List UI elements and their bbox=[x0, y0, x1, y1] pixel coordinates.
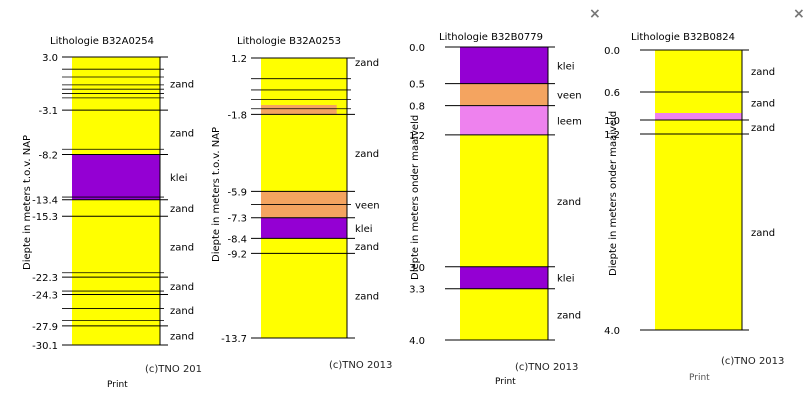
lithology-label: zand bbox=[355, 149, 379, 160]
layer-klei bbox=[460, 47, 548, 84]
lithology-label: veen bbox=[355, 201, 380, 212]
depth-label: 3.3 bbox=[409, 285, 425, 296]
layer-zand bbox=[72, 199, 160, 217]
panel-title: Lithologie B32B0824 bbox=[631, 32, 735, 43]
depth-label: -8.2 bbox=[38, 150, 58, 161]
layer-zand bbox=[655, 134, 742, 330]
layer-zand bbox=[261, 114, 347, 192]
borehole-column: 3.0 -3.1 -8.2 -13.4 -15.3 -22.3 -24.3 -27.9 -30.… bbox=[32, 53, 194, 352]
depth-label: 3.0 bbox=[409, 263, 425, 274]
borehole-panel-1: Lithologie B32A0254 Diepte in meters t.o… bbox=[0, 0, 205, 393]
lithology-label: zand bbox=[355, 242, 379, 253]
lithology-label: klei bbox=[557, 61, 575, 72]
depth-label: 4.0 bbox=[409, 336, 425, 347]
copyright-text: (c)TNO 201 bbox=[145, 364, 203, 375]
depth-label: 0.0 bbox=[409, 43, 425, 54]
lithology-label: zand bbox=[751, 99, 775, 110]
lithology-label: zand bbox=[751, 123, 775, 134]
layer-zand bbox=[655, 120, 742, 134]
layer-zand bbox=[72, 277, 160, 295]
depth-label: 1.2 bbox=[604, 130, 620, 141]
layer-zand bbox=[72, 325, 160, 345]
depth-label: -8.4 bbox=[227, 234, 247, 245]
lithology-label: klei bbox=[355, 224, 373, 235]
layer-leem bbox=[655, 113, 742, 120]
depth-label: 1.0 bbox=[604, 116, 620, 127]
lithology-label: zand bbox=[557, 197, 581, 208]
lithology-label: leem bbox=[557, 116, 582, 127]
depth-label: -5.9 bbox=[227, 187, 247, 198]
borehole-column: 1.2 -1.8 -5.9 -7.3 -8.4 -9.2 -13.7 zand veen klei… bbox=[221, 54, 380, 345]
lithology-label: zand bbox=[170, 306, 194, 317]
layer-patch-veen bbox=[261, 104, 337, 115]
lithology-label: zand bbox=[751, 228, 775, 239]
depth-label: 3.0 bbox=[42, 53, 58, 64]
layer-veen bbox=[460, 83, 548, 106]
depth-label: -1.8 bbox=[227, 110, 247, 121]
lithology-label: veen bbox=[557, 91, 582, 102]
close-icon[interactable]: × bbox=[589, 6, 601, 22]
borehole-panel-4: × Lithologie B32B0824 Diepte in meters o… bbox=[604, 0, 808, 393]
lithology-label: zand bbox=[170, 243, 194, 254]
depth-label: -30.1 bbox=[32, 341, 58, 352]
depth-label: 1.2 bbox=[231, 54, 247, 65]
depth-label: -27.9 bbox=[32, 322, 58, 333]
lithology-label: zand bbox=[751, 67, 775, 78]
depth-label: 0.6 bbox=[604, 88, 620, 99]
depth-label: 0.5 bbox=[409, 80, 425, 91]
borehole-column: 0.0 0.5 0.8 1.2 3.0 3.3 4.0 klei veen leem zand kle… bbox=[409, 43, 582, 347]
layer-zand bbox=[72, 216, 160, 278]
panel-title: Lithologie B32B0779 bbox=[439, 32, 543, 43]
lithology-label: zand bbox=[355, 58, 379, 69]
lithology-label: zand bbox=[170, 80, 194, 91]
layer-zand bbox=[72, 57, 160, 111]
copyright-text: (c)TNO 2013 bbox=[721, 356, 785, 367]
close-icon[interactable]: × bbox=[793, 6, 805, 22]
lithology-label: zand bbox=[355, 292, 379, 303]
layer-zand bbox=[261, 238, 347, 254]
borehole-panel-2: Lithologie B32A0253 Diepte in meters t.o… bbox=[205, 0, 405, 393]
layer-zand bbox=[655, 50, 742, 92]
borehole-column: 0.0 0.6 1.0 1.2 4.0 zand zand zand zand bbox=[604, 46, 775, 337]
depth-label: -13.4 bbox=[32, 196, 58, 207]
lithology-label: klei bbox=[557, 274, 575, 285]
depth-label: 4.0 bbox=[604, 326, 620, 337]
print-link[interactable]: Print bbox=[495, 377, 516, 387]
lithology-label: klei bbox=[170, 173, 188, 184]
lithology-label: zand bbox=[557, 310, 581, 321]
depth-label: 0.0 bbox=[604, 46, 620, 57]
print-link[interactable]: Print bbox=[107, 380, 128, 390]
lithology-label: zand bbox=[170, 331, 194, 342]
layer-leem bbox=[460, 105, 548, 135]
layer-zand bbox=[72, 294, 160, 326]
panel-title: Lithologie B32A0253 bbox=[237, 36, 341, 47]
depth-label: 0.8 bbox=[409, 102, 425, 113]
depth-label: -22.3 bbox=[32, 273, 58, 284]
depth-label: -24.3 bbox=[32, 291, 58, 302]
copyright-text: (c)TNO 2013 bbox=[515, 362, 579, 373]
print-link[interactable]: Print bbox=[689, 373, 710, 383]
depth-label: -13.7 bbox=[221, 334, 247, 345]
depth-label: 1.2 bbox=[409, 131, 425, 142]
lithology-label: zand bbox=[170, 204, 194, 215]
lithology-label: zand bbox=[170, 128, 194, 139]
layer-klei bbox=[261, 217, 347, 239]
layer-zand bbox=[460, 134, 548, 267]
layer-zand bbox=[72, 110, 160, 155]
depth-label: -9.2 bbox=[227, 249, 247, 260]
copyright-text: (c)TNO 2013 bbox=[329, 360, 393, 371]
layer-klei bbox=[72, 154, 160, 200]
lithology-label: zand bbox=[170, 282, 194, 293]
depth-label: -15.3 bbox=[32, 212, 58, 223]
panel-title: Lithologie B32A0254 bbox=[50, 36, 154, 47]
depth-label: -7.3 bbox=[227, 214, 247, 225]
layer-zand bbox=[261, 253, 347, 338]
depth-label: -3.1 bbox=[38, 106, 58, 117]
borehole-panel-3: × Lithologie B32B0779 Diepte in meters o… bbox=[405, 0, 605, 393]
layer-zand bbox=[460, 288, 548, 340]
layer-zand bbox=[655, 92, 742, 113]
layer-klei bbox=[460, 266, 548, 289]
